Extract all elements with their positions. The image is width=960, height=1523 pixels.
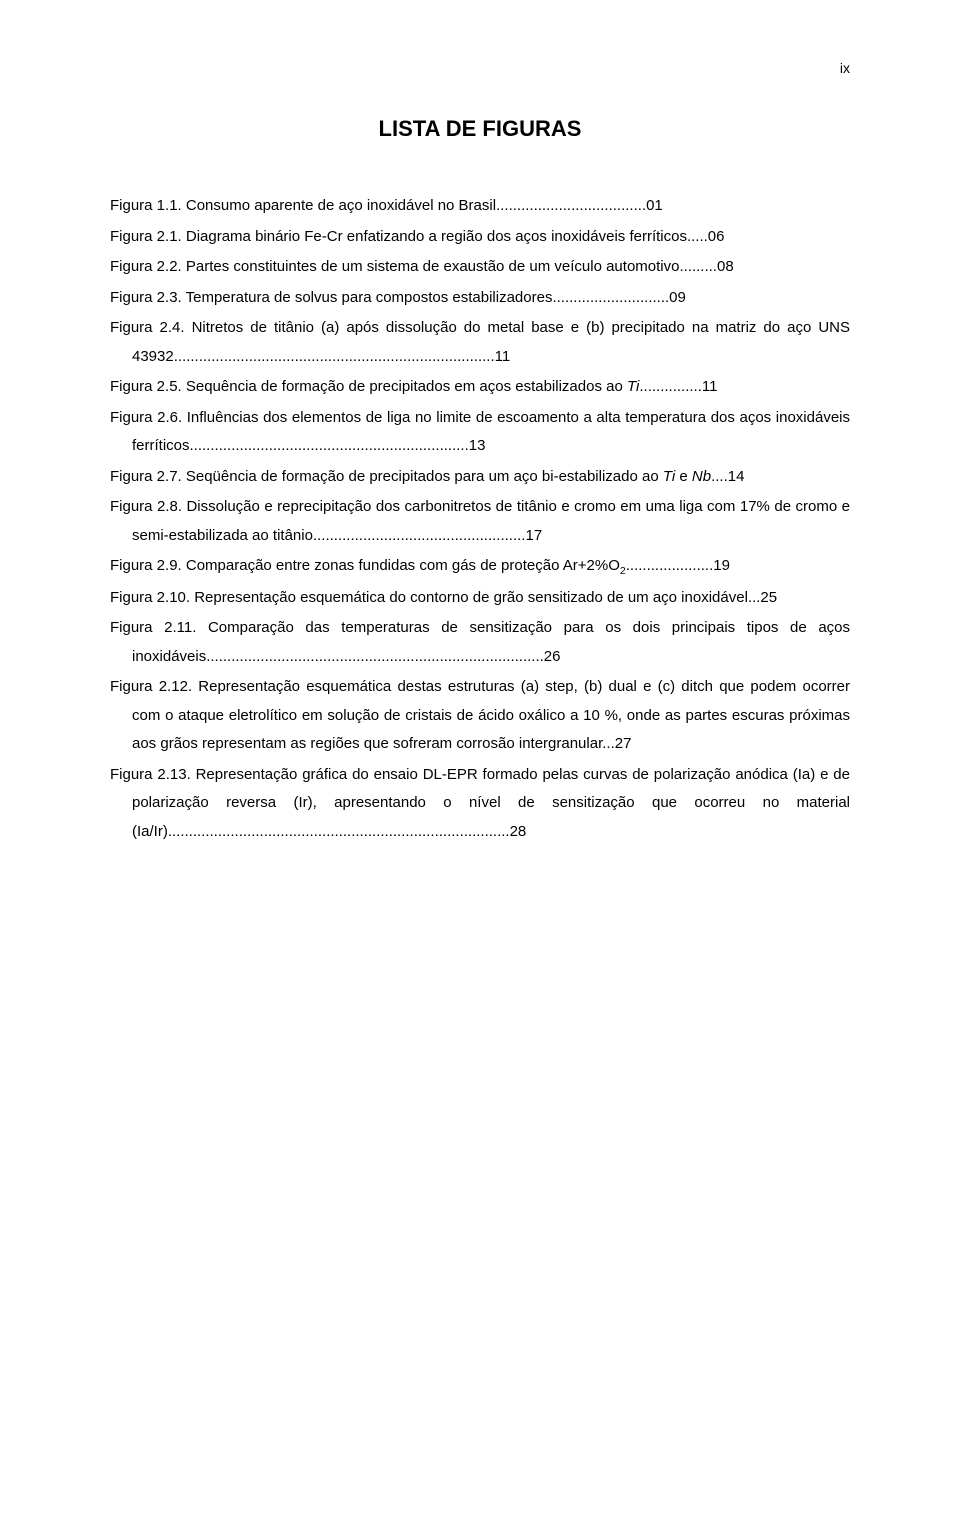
entry-text: Figura 2.12. Representação esquemática d… (110, 678, 850, 752)
entry-leader-page: ........................................… (313, 527, 542, 544)
figure-entry: Figura 2.13. Representação gráfica do en… (110, 761, 850, 847)
entry-text: Figura 2.5. Sequência de formação de pre… (110, 378, 639, 395)
entry-leader-page: ...25 (748, 589, 777, 606)
entry-leader-page: ............................09 (552, 289, 685, 306)
figure-entry: Figura 2.1. Diagrama binário Fe-Cr enfat… (110, 223, 850, 252)
entry-leader-page: .........08 (679, 258, 733, 275)
figure-entry: Figura 2.3. Temperatura de solvus para c… (110, 284, 850, 313)
figure-entry: Figura 2.6. Influências dos elementos de… (110, 404, 850, 461)
figure-entry: Figura 2.10. Representação esquemática d… (110, 584, 850, 613)
entry-text: Figura 2.2. Partes constituintes de um s… (110, 258, 679, 275)
entry-leader-page: .....06 (687, 228, 725, 245)
entry-text: Figura 2.3. Temperatura de solvus para c… (110, 289, 552, 306)
entry-text: Figura 2.9. Comparação entre zonas fundi… (110, 557, 626, 574)
figure-entry: Figura 2.7. Seqüência de formação de pre… (110, 463, 850, 492)
figure-entry: Figura 1.1. Consumo aparente de aço inox… (110, 192, 850, 221)
entry-leader-page: ...27 (602, 735, 631, 752)
entry-leader-page: ....................................01 (496, 197, 663, 214)
entry-leader-page: .....................19 (626, 557, 730, 574)
page-title: LISTA DE FIGURAS (110, 116, 850, 142)
figure-entry: Figura 2.8. Dissolução e reprecipitação … (110, 493, 850, 550)
figure-entry: Figura 2.12. Representação esquemática d… (110, 673, 850, 759)
entry-leader-page: ........................................… (206, 648, 560, 665)
figure-entry: Figura 2.9. Comparação entre zonas fundi… (110, 552, 850, 582)
page-number: ix (110, 60, 850, 76)
entry-text: Figura 1.1. Consumo aparente de aço inox… (110, 197, 496, 214)
entry-leader-page: ........................................… (174, 348, 510, 365)
entry-text: Figura 2.7. Seqüência de formação de pre… (110, 468, 711, 485)
figure-entry: Figura 2.5. Sequência de formação de pre… (110, 373, 850, 402)
figure-list: Figura 1.1. Consumo aparente de aço inox… (110, 192, 850, 846)
entry-leader-page: ........................................… (190, 437, 486, 454)
figure-entry: Figura 2.2. Partes constituintes de um s… (110, 253, 850, 282)
entry-text: Figura 2.10. Representação esquemática d… (110, 589, 748, 606)
entry-leader-page: ...............11 (639, 378, 717, 395)
entry-leader-page: ....14 (711, 468, 744, 485)
entry-text: Figura 2.1. Diagrama binário Fe-Cr enfat… (110, 228, 687, 245)
entry-leader-page: ........................................… (168, 823, 526, 840)
figure-entry: Figura 2.4. Nitretos de titânio (a) após… (110, 314, 850, 371)
figure-entry: Figura 2.11. Comparação das temperaturas… (110, 614, 850, 671)
